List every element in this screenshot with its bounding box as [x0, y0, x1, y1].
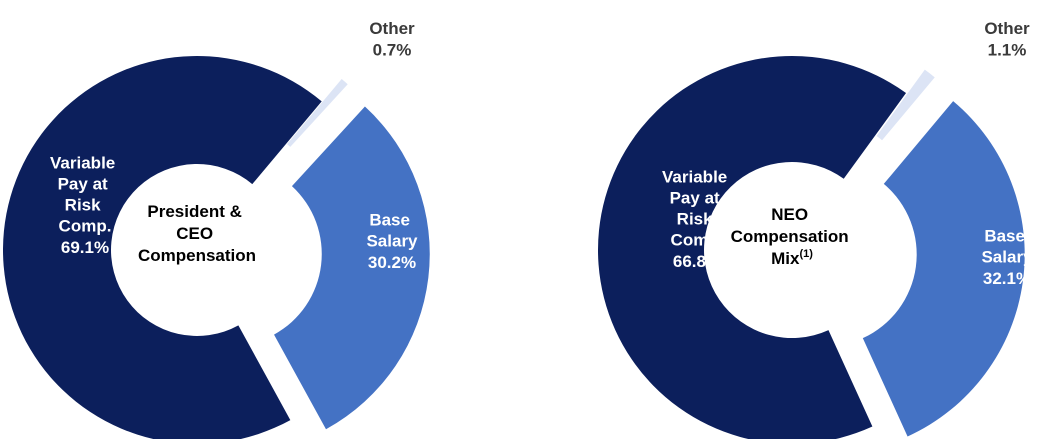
slice-label: Variable Pay at Risk Comp.	[50, 154, 120, 236]
center-label: President & CEO Compensation	[138, 202, 256, 265]
value-label: 69.1%	[61, 238, 109, 257]
donut-slice	[274, 106, 430, 430]
center-label-sup: (1)	[799, 248, 813, 260]
value-label: 30.2%	[368, 253, 416, 272]
slice-label: Variable Pay at Risk Comp.	[662, 168, 732, 250]
slice-label: Base Salary	[981, 227, 1033, 267]
donut-slice	[862, 101, 1025, 437]
donut-slice	[876, 69, 935, 141]
donut-slice	[287, 79, 348, 147]
center-label: NEO Compensation Mix(1)	[731, 205, 854, 268]
donut-slice	[3, 56, 322, 439]
donut-slice	[598, 56, 907, 439]
value-label: 66.8%	[673, 252, 721, 271]
value-label: 32.1%	[983, 269, 1031, 288]
value-label: 0.7%	[373, 40, 412, 59]
slice-label: Other	[369, 19, 415, 38]
slice-label: Base Salary	[366, 211, 418, 251]
value-label: 1.1%	[988, 40, 1027, 59]
slice-label: Other	[984, 19, 1030, 38]
